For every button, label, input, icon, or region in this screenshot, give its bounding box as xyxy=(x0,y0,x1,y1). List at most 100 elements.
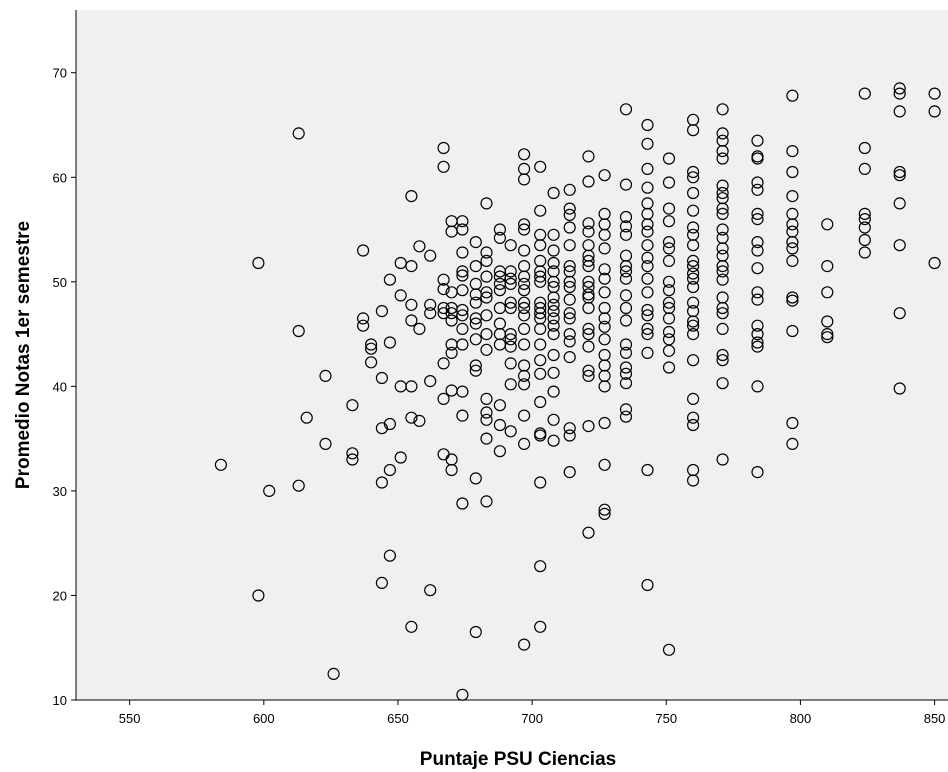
data-point xyxy=(662,296,676,309)
y-axis-title: Promedio Notas 1er semestre xyxy=(13,221,34,489)
data-point xyxy=(686,280,700,294)
data-point xyxy=(563,239,576,252)
data-point xyxy=(424,375,437,388)
data-point xyxy=(619,410,633,423)
data-point xyxy=(598,359,611,372)
x-tick-label: 750 xyxy=(655,711,677,726)
data-point xyxy=(383,417,396,431)
data-point xyxy=(517,296,531,309)
data-point xyxy=(456,309,469,322)
data-point xyxy=(534,620,547,633)
data-point xyxy=(214,458,227,471)
data-point xyxy=(547,319,560,332)
data-point xyxy=(365,342,378,355)
data-point xyxy=(582,225,595,238)
data-point xyxy=(383,463,396,477)
data-point xyxy=(445,346,458,359)
data-point xyxy=(662,312,676,325)
data-point xyxy=(375,576,388,590)
data-point xyxy=(263,484,276,497)
data-point xyxy=(582,260,595,273)
data-point xyxy=(534,322,547,335)
data-point xyxy=(893,382,906,395)
data-point xyxy=(563,429,576,442)
data-point xyxy=(641,225,654,238)
data-point xyxy=(252,256,265,270)
y-tick-label: 50 xyxy=(53,275,67,290)
data-point xyxy=(517,244,531,257)
data-point xyxy=(547,413,560,426)
data-point xyxy=(480,270,493,283)
data-point xyxy=(619,265,633,278)
y-tick-label: 10 xyxy=(53,693,67,708)
data-point xyxy=(598,380,611,393)
data-point xyxy=(517,369,531,382)
data-point xyxy=(751,319,764,332)
data-point xyxy=(517,223,531,236)
data-point xyxy=(619,228,633,241)
data-point xyxy=(480,254,493,267)
data-point xyxy=(641,328,654,341)
data-point xyxy=(582,369,595,382)
data-point xyxy=(563,265,576,278)
data-point xyxy=(517,218,531,231)
data-point xyxy=(437,357,450,370)
data-point xyxy=(686,221,700,234)
data-point xyxy=(346,399,359,412)
data-point xyxy=(641,118,654,132)
data-point xyxy=(547,244,560,257)
x-tick-label: 600 xyxy=(253,711,275,726)
data-point xyxy=(686,239,700,252)
data-point xyxy=(547,348,560,362)
data-point xyxy=(547,366,560,379)
data-point xyxy=(598,333,611,346)
data-point xyxy=(517,284,531,297)
data-point xyxy=(456,246,469,259)
data-point xyxy=(751,152,764,165)
data-point xyxy=(598,458,611,471)
data-point xyxy=(598,416,611,430)
data-point xyxy=(582,249,595,262)
data-point xyxy=(563,422,576,435)
data-point xyxy=(534,160,547,173)
data-point xyxy=(456,338,469,351)
data-point xyxy=(445,314,458,327)
data-point xyxy=(686,418,700,432)
data-point xyxy=(504,328,517,341)
data-point xyxy=(327,667,340,681)
data-point xyxy=(504,265,517,278)
y-axis-ticks: 10 20 30 40 50 60 70 xyxy=(53,66,76,708)
data-point xyxy=(641,181,654,194)
data-point xyxy=(662,242,676,255)
data-point xyxy=(716,249,729,262)
x-tick-label: 850 xyxy=(924,711,946,726)
data-point xyxy=(547,228,560,241)
data-point xyxy=(534,301,547,315)
data-point xyxy=(821,286,834,299)
data-point xyxy=(547,256,560,270)
data-point xyxy=(469,359,482,372)
data-point xyxy=(292,479,305,492)
data-point xyxy=(662,361,676,374)
data-point xyxy=(751,340,764,353)
data-point xyxy=(504,277,517,290)
data-point xyxy=(357,319,370,332)
data-point xyxy=(469,472,482,485)
data-point xyxy=(346,453,359,466)
data-point xyxy=(662,325,676,339)
data-point xyxy=(786,89,799,102)
data-point xyxy=(365,356,378,369)
data-point xyxy=(517,301,531,315)
data-point xyxy=(582,322,595,335)
data-point xyxy=(716,223,729,236)
data-point xyxy=(928,105,941,118)
data-point xyxy=(547,186,560,200)
data-point xyxy=(424,249,437,262)
data-point xyxy=(619,314,633,327)
data-point xyxy=(716,260,729,273)
data-point xyxy=(928,87,941,100)
data-point xyxy=(292,127,305,140)
data-point xyxy=(437,141,450,155)
data-point xyxy=(534,307,547,320)
